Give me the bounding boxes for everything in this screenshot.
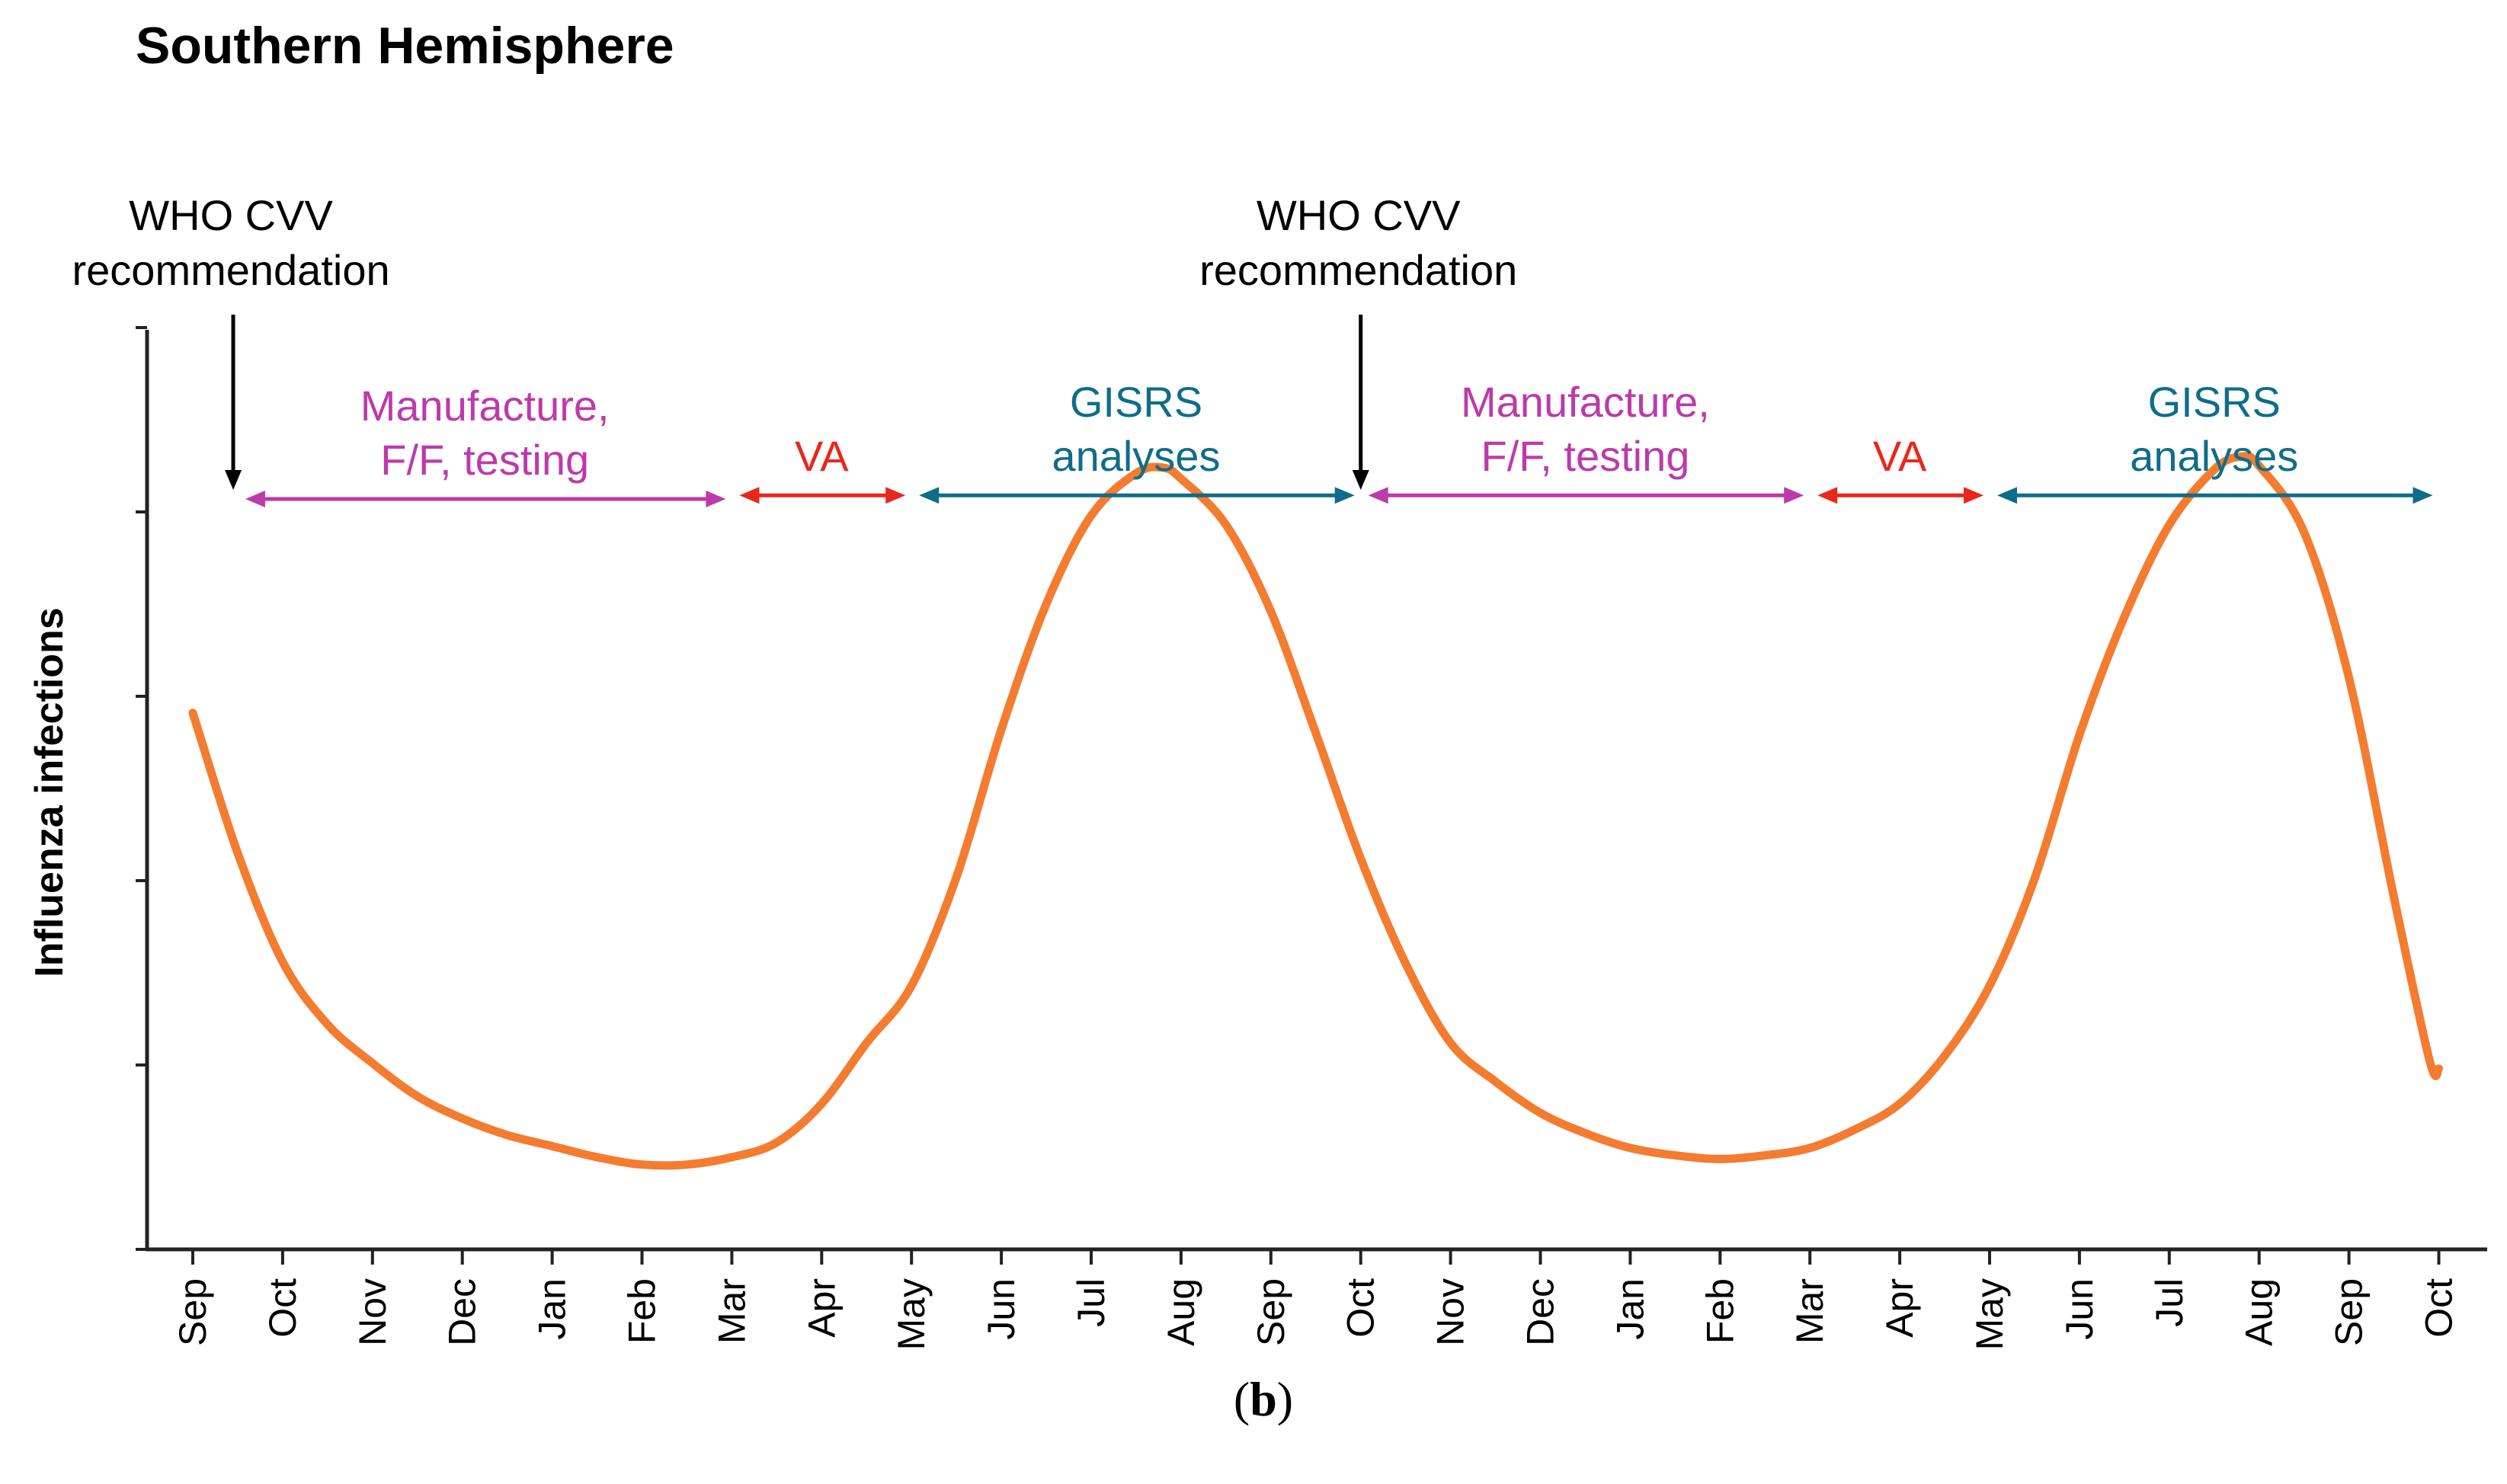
panel-label-open: ( [1234, 1372, 1250, 1426]
x-tick-label-23: Aug [2238, 1278, 2281, 1346]
interval-head-start-2 [919, 487, 940, 504]
x-tick-label-9: Jun [980, 1278, 1023, 1340]
marker-label-1-line1: WHO CVV [1257, 191, 1461, 239]
panel-label-letter: b [1250, 1372, 1277, 1426]
x-tick-label-11: Aug [1160, 1278, 1202, 1346]
marker-label-0-line1: WHO CVV [129, 191, 333, 239]
x-tick-label-8: May [890, 1278, 933, 1350]
marker-label-0-line2: recommendation [72, 246, 390, 294]
interval-head-start-5 [1997, 487, 2017, 504]
interval-label-3-line1: Manufacture, [1461, 378, 1710, 426]
y-axis-label: Influenza infections [27, 607, 72, 977]
x-tick-label-10: Jul [1070, 1278, 1113, 1327]
x-tick-label-15: Dec [1519, 1278, 1562, 1346]
interval-label-5-line2: analyses [2130, 432, 2298, 480]
interval-label-0-line2: F/F, testing [380, 436, 589, 484]
interval-head-end-5 [2413, 487, 2433, 504]
x-tick-label-2: Nov [351, 1278, 394, 1346]
panel-label-close: ) [1277, 1372, 1293, 1426]
interval-head-start-0 [245, 491, 265, 508]
x-ticks [191, 1249, 2441, 1265]
interval-head-end-1 [885, 487, 906, 504]
x-tick-label-1: Oct [261, 1278, 304, 1338]
x-tick-label-14: Nov [1430, 1278, 1472, 1346]
series-line-0 [188, 452, 2443, 1170]
interval-head-end-2 [1334, 487, 1355, 504]
x-tick-label-24: Sep [2328, 1278, 2371, 1346]
y-ticks [136, 326, 147, 1251]
interval-label-2-line2: analyses [1052, 432, 1220, 480]
marker-arrow-head-0 [225, 469, 242, 490]
x-tick-label-3: Dec [441, 1278, 484, 1346]
interval-label-3-line2: F/F, testing [1481, 432, 1690, 480]
x-tick-label-4: Jan [531, 1278, 574, 1340]
interval-head-end-3 [1784, 487, 1804, 504]
interval-head-start-3 [1368, 487, 1388, 504]
x-tick-label-22: Jul [2148, 1278, 2191, 1327]
marker-arrow-head-1 [1352, 469, 1369, 490]
interval-label-0-line1: Manufacture, [360, 382, 610, 430]
marker-label-1-line2: recommendation [1199, 246, 1517, 294]
x-tick-label-12: Sep [1250, 1278, 1292, 1346]
panel-label: (b) [1234, 1372, 1293, 1426]
x-tick-label-19: Apr [1878, 1278, 1921, 1338]
x-tick-label-18: Mar [1788, 1278, 1831, 1344]
chart-title: Southern Hemisphere [136, 17, 674, 75]
x-tick-label-25: Oct [2418, 1278, 2461, 1338]
x-tick-label-16: Jan [1609, 1278, 1651, 1340]
interval-head-end-4 [1964, 487, 1984, 504]
interval-head-start-1 [739, 487, 760, 504]
series-layer [188, 452, 2443, 1170]
interval-label-1-line1: VA [795, 432, 849, 480]
x-tick-label-20: May [1968, 1278, 2011, 1350]
x-tick-label-6: Mar [710, 1278, 753, 1344]
interval-head-end-0 [706, 491, 726, 508]
interval-layer: Manufacture, F/F, testing VA GISRS analyses M… [245, 378, 2433, 508]
x-tick-label-7: Apr [800, 1278, 843, 1338]
interval-label-2-line1: GISRS [1070, 378, 1202, 426]
interval-head-start-4 [1817, 487, 1838, 504]
x-tick-labels: Sep Oct Nov Dec Jan Feb Mar Apr May Jun Jul Aug Sep O… [171, 1278, 2461, 1351]
interval-label-4-line1: VA [1873, 432, 1927, 480]
x-tick-label-21: Jun [2058, 1278, 2101, 1340]
x-tick-label-13: Oct [1340, 1278, 1382, 1338]
marker-layer: WHO CVV recommendation WHO CVV recommendati… [72, 191, 1517, 490]
x-tick-label-17: Feb [1699, 1278, 1741, 1344]
interval-label-5-line1: GISRS [2148, 378, 2281, 426]
x-tick-label-5: Feb [621, 1278, 664, 1344]
x-tick-label-0: Sep [171, 1278, 214, 1346]
